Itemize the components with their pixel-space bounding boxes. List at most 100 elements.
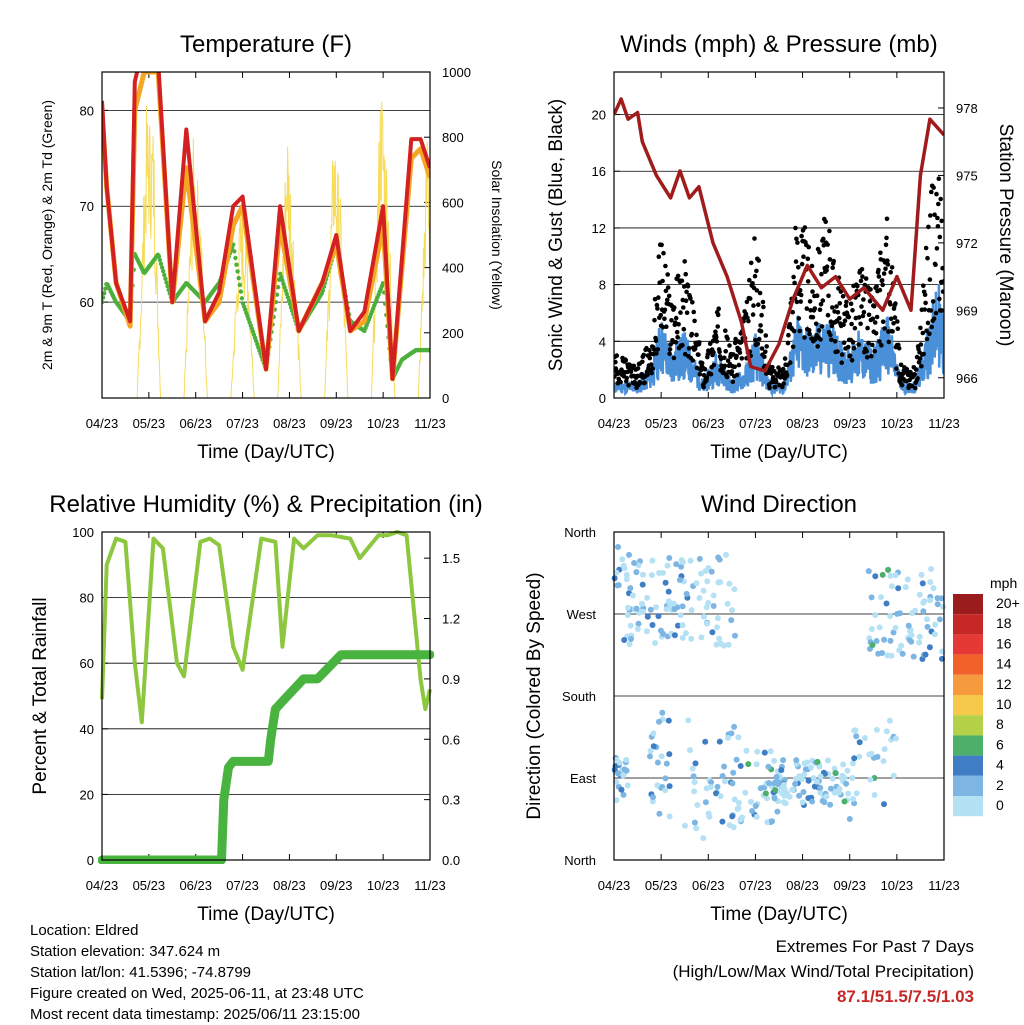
y-tick-label-right: 600: [442, 195, 464, 210]
gust-point: [861, 309, 867, 315]
direction-point: [689, 765, 696, 772]
gust-point: [651, 347, 657, 352]
td-point: [238, 289, 244, 294]
direction-point: [730, 769, 737, 776]
gust-point: [810, 314, 816, 320]
gust-point: [788, 360, 793, 365]
legend-label: 8: [996, 716, 1004, 732]
direction-point: [814, 758, 821, 765]
direction-point: [773, 773, 780, 780]
gust-point: [725, 336, 730, 342]
gust-point: [933, 262, 938, 268]
gust-point: [885, 262, 891, 267]
direction-point: [691, 819, 698, 826]
gust-point: [618, 379, 623, 385]
direction-point: [765, 763, 772, 770]
direction-point: [683, 590, 690, 597]
direction-point: [625, 604, 632, 611]
x-tick-label: 11/23: [928, 878, 960, 893]
gust-point: [801, 254, 806, 259]
direction-point: [702, 738, 709, 745]
direction-point: [867, 776, 874, 783]
direction-point: [679, 559, 686, 566]
gust-point: [683, 271, 688, 277]
direction-point: [620, 772, 627, 779]
gust-point: [860, 274, 865, 279]
gust-point: [817, 249, 822, 255]
y-tick-label: 8: [599, 278, 606, 293]
direction-point: [671, 606, 678, 613]
gust-point: [673, 315, 679, 321]
x-tick-label: 10/23: [881, 878, 914, 893]
gust-point: [835, 310, 841, 315]
y-tick-label-right: 969: [956, 303, 978, 318]
direction-point: [906, 636, 913, 643]
gust-point: [696, 352, 701, 358]
gust-point: [830, 265, 835, 271]
gust-point: [935, 224, 941, 229]
direction-point: [666, 783, 673, 790]
y-tick-label-right: 1.5: [442, 551, 460, 566]
direction-point: [841, 798, 848, 805]
gust-point: [879, 278, 885, 283]
x-tick-label: 09/23: [320, 416, 353, 431]
plot-frame: [101, 531, 431, 861]
direction-point: [735, 805, 742, 812]
gust-point: [893, 301, 898, 306]
gust-point: [739, 339, 744, 345]
gust-point: [656, 295, 661, 300]
legend-swatch: [953, 614, 983, 635]
gust-point: [690, 358, 695, 363]
gust-point: [714, 339, 720, 344]
gust-point: [890, 329, 895, 334]
x-tick-label: 10/23: [367, 416, 400, 431]
gust-point: [834, 304, 839, 309]
gust-point: [734, 353, 739, 359]
direction-point: [873, 638, 880, 644]
direction-point: [811, 783, 818, 790]
direction-point: [856, 753, 863, 760]
direction-point: [663, 606, 670, 613]
direction-point: [666, 751, 673, 758]
gust-point: [679, 278, 685, 284]
gust-point: [650, 366, 655, 371]
gust-point: [708, 371, 714, 377]
gust-point: [807, 331, 812, 337]
td-point: [279, 275, 284, 280]
gust-point: [813, 321, 819, 327]
gust-point: [918, 342, 924, 347]
chart-title: Temperature (F): [180, 31, 352, 58]
gust-point: [899, 382, 905, 388]
gust-point: [675, 335, 680, 340]
y-axis-label: Sonic Wind & Gust (Blue, Black): [546, 99, 567, 371]
gust-point: [691, 309, 696, 315]
gust-point: [931, 185, 936, 190]
y-tick-label-right: 200: [442, 326, 464, 341]
gust-point: [882, 326, 887, 331]
legend-label: 14: [996, 656, 1012, 672]
direction-point: [678, 563, 685, 570]
gust-point: [929, 324, 934, 330]
y-tick-label-right: 966: [956, 371, 978, 386]
direction-point: [843, 780, 850, 787]
gust-point: [937, 296, 942, 302]
gust-point: [798, 292, 804, 298]
gust-point: [697, 371, 703, 377]
legend-label: 18: [996, 615, 1012, 631]
gust-point: [661, 250, 666, 256]
gust-point: [860, 313, 866, 319]
gust-point: [799, 261, 805, 267]
gust-point: [682, 259, 687, 264]
direction-point: [654, 759, 661, 766]
td-point: [163, 276, 168, 281]
direction-point: [780, 799, 787, 806]
x-tick-label: 04/23: [598, 878, 631, 893]
direction-point: [621, 565, 628, 572]
gust-point: [730, 379, 736, 385]
gust-point: [635, 366, 641, 371]
x-tick-label: 08/23: [273, 416, 306, 431]
legend-swatch: [953, 735, 983, 756]
gust-point: [861, 297, 866, 302]
direction-point: [824, 757, 831, 764]
direction-point: [890, 772, 897, 779]
